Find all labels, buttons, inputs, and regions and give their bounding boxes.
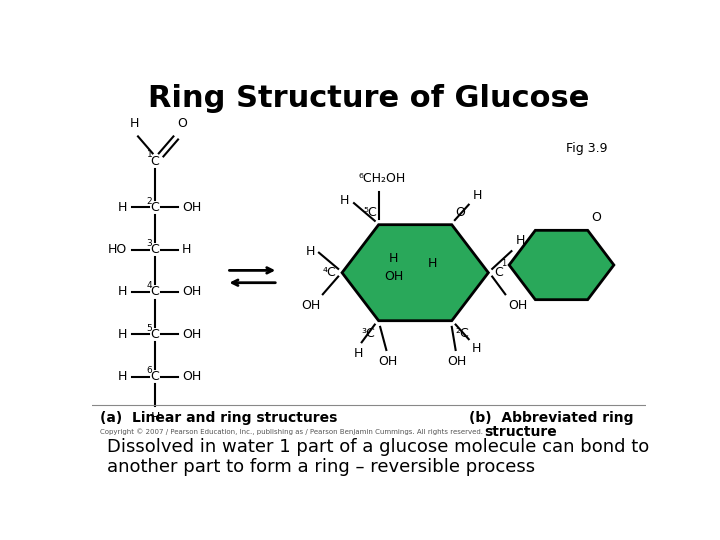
Text: H: H [472, 342, 481, 355]
Text: OH: OH [182, 328, 201, 341]
Text: H: H [516, 233, 526, 247]
Text: 5: 5 [147, 323, 153, 333]
Text: C: C [150, 201, 159, 214]
Text: O: O [456, 206, 466, 219]
Polygon shape [342, 225, 488, 321]
Text: Fig 3.9: Fig 3.9 [566, 142, 608, 155]
Text: H: H [428, 257, 437, 270]
Text: H: H [118, 286, 127, 299]
Text: 2: 2 [147, 197, 153, 206]
Text: H: H [118, 370, 127, 383]
Text: OH: OH [384, 270, 403, 283]
Text: ⁵C: ⁵C [364, 206, 377, 219]
Text: OH: OH [301, 299, 320, 312]
Text: OH: OH [448, 355, 467, 368]
Text: C: C [150, 370, 159, 383]
Text: structure: structure [485, 425, 557, 439]
Text: Copyright © 2007 / Pearson Education, Inc., publishing as / Pearson Benjamin Cum: Copyright © 2007 / Pearson Education, In… [99, 428, 482, 435]
Text: H: H [354, 347, 364, 360]
Text: 1: 1 [500, 259, 506, 268]
Text: H: H [389, 252, 398, 265]
Text: O: O [592, 211, 601, 224]
Polygon shape [509, 231, 614, 300]
Text: OH: OH [182, 370, 201, 383]
Text: 3: 3 [147, 239, 153, 248]
Text: (b)  Abbreviated ring: (b) Abbreviated ring [469, 411, 634, 426]
Text: H: H [150, 411, 160, 424]
Text: C: C [150, 328, 159, 341]
Text: 1: 1 [147, 151, 153, 159]
Text: OH: OH [508, 299, 528, 312]
Text: OH: OH [378, 355, 397, 368]
Text: OH: OH [182, 201, 201, 214]
Text: C: C [150, 286, 159, 299]
Text: H: H [340, 193, 349, 206]
Text: 4: 4 [147, 281, 153, 291]
Text: (a)  Linear and ring structures: (a) Linear and ring structures [99, 411, 337, 426]
Text: Dissolved in water 1 part of a glucose molecule can bond to: Dissolved in water 1 part of a glucose m… [107, 438, 649, 456]
Text: H: H [118, 201, 127, 214]
Text: ²C: ²C [456, 327, 469, 340]
Text: OH: OH [182, 286, 201, 299]
Text: HO: HO [108, 243, 127, 256]
Text: 6: 6 [147, 366, 153, 375]
Text: H: H [472, 188, 482, 201]
Text: C: C [150, 243, 159, 256]
Text: H: H [118, 328, 127, 341]
Text: Ring Structure of Glucose: Ring Structure of Glucose [148, 84, 590, 113]
Text: another part to form a ring – reversible process: another part to form a ring – reversible… [107, 457, 536, 476]
Text: O: O [177, 117, 186, 130]
Text: H: H [130, 117, 139, 130]
Text: C: C [150, 154, 159, 167]
Text: ³C: ³C [361, 327, 375, 340]
Text: C: C [495, 266, 503, 279]
Text: ⁴C: ⁴C [322, 266, 336, 279]
Text: ⁶CH₂OH: ⁶CH₂OH [359, 172, 406, 185]
Text: H: H [182, 243, 192, 256]
Text: H: H [306, 245, 315, 258]
